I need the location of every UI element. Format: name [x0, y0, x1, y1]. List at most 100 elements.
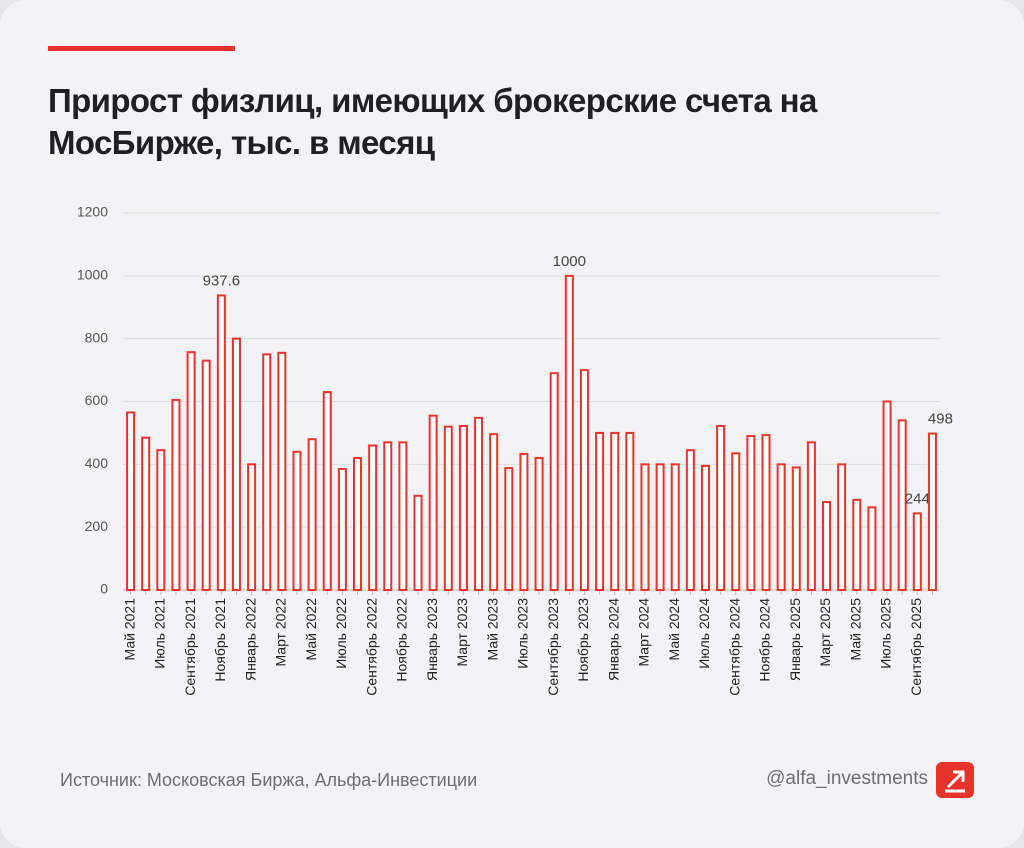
bar — [670, 463, 680, 592]
bar — [141, 436, 151, 592]
chart-title: Прирост физлиц, имеющих брокерские счета… — [48, 82, 817, 161]
bar — [579, 369, 589, 592]
x-tick-label: Январь 2025 — [787, 598, 803, 681]
bar — [458, 425, 468, 591]
bar — [292, 450, 302, 591]
bar — [640, 463, 650, 592]
bar — [247, 463, 257, 592]
x-tick-label: Май 2024 — [666, 598, 682, 661]
source-note: Источник: Московская Биржа, Альфа-Инвест… — [60, 770, 478, 790]
y-tick-label: 200 — [85, 518, 109, 534]
x-tick-label: Сентябрь 2021 — [182, 598, 198, 696]
x-tick-label: Март 2022 — [273, 598, 289, 667]
bar — [685, 449, 695, 591]
bar — [867, 506, 877, 592]
x-tick-label: Сентябрь 2025 — [908, 598, 924, 696]
bar — [413, 494, 423, 591]
x-tick-label: Май 2025 — [847, 598, 863, 661]
y-tick-label: 0 — [100, 581, 108, 597]
bar — [761, 434, 771, 592]
bar — [353, 457, 363, 591]
bar — [443, 425, 453, 591]
x-tick-label: Январь 2023 — [424, 598, 440, 681]
x-tick-label: Май 2021 — [121, 598, 137, 661]
bar — [171, 398, 181, 591]
bar — [231, 337, 241, 591]
bar — [504, 467, 514, 591]
bar — [700, 464, 710, 592]
bar — [655, 463, 665, 592]
bar — [322, 391, 332, 592]
bar — [927, 432, 937, 592]
bar — [489, 433, 499, 591]
accent-line — [48, 46, 235, 51]
bar — [731, 452, 741, 591]
value-label: 1000 — [553, 253, 586, 270]
x-tick-label: Сентябрь 2023 — [545, 598, 561, 696]
logo-icon — [945, 770, 965, 793]
bar — [791, 466, 801, 592]
x-tick-label: Июль 2024 — [696, 598, 712, 669]
x-tick-label: Июль 2025 — [878, 598, 894, 669]
value-label: 244 — [905, 490, 930, 507]
bar — [806, 441, 816, 592]
y-tick-label: 800 — [85, 329, 109, 345]
bar — [337, 468, 347, 592]
value-label: 937.6 — [203, 272, 241, 289]
bar — [549, 372, 559, 591]
bar — [262, 353, 272, 591]
x-tick-label: Ноябрь 2022 — [394, 598, 410, 682]
bar — [519, 452, 529, 591]
x-tick-label: Май 2022 — [303, 598, 319, 661]
chart: 0 200 400 600 800 1000 1200 Май 2021 Июль 2021 Се… — [77, 204, 953, 696]
x-tick-label: Июль 2022 — [333, 598, 349, 669]
y-tick-label: 1200 — [77, 204, 108, 220]
x-tick-label: Март 2025 — [817, 598, 833, 667]
x-tick-label: Ноябрь 2023 — [575, 598, 591, 682]
bar — [383, 441, 393, 592]
bar — [610, 431, 620, 591]
bar — [216, 294, 226, 591]
x-tick-label: Январь 2022 — [242, 598, 258, 681]
x-tick-label: Сентябрь 2024 — [726, 598, 742, 696]
x-tick-label: Июль 2023 — [515, 598, 531, 669]
bar — [595, 431, 605, 591]
bar — [277, 351, 287, 591]
bar — [156, 449, 166, 591]
y-tick-label: 400 — [85, 455, 109, 471]
value-label: 498 — [928, 411, 953, 428]
bar — [201, 359, 211, 591]
bar — [368, 444, 378, 591]
bar — [428, 414, 438, 592]
bar — [852, 498, 862, 591]
bar — [398, 441, 408, 592]
bar — [534, 457, 544, 591]
bar — [776, 463, 786, 592]
bar — [822, 501, 832, 591]
bar — [625, 431, 635, 591]
bar — [882, 400, 892, 591]
bar — [474, 416, 484, 591]
bar — [564, 274, 574, 591]
bar — [307, 438, 317, 592]
logo — [936, 762, 974, 798]
x-tick-label: Ноябрь 2024 — [757, 598, 773, 682]
bar — [126, 411, 136, 591]
bar — [837, 463, 847, 592]
x-tick-label: Сентябрь 2022 — [363, 598, 379, 696]
y-tick-label: 1000 — [77, 267, 108, 283]
x-tick-label: Ноябрь 2021 — [212, 598, 228, 682]
bar — [716, 425, 726, 591]
bar — [746, 435, 756, 591]
x-tick-label: Март 2024 — [636, 598, 652, 667]
x-tick-label: Июль 2021 — [152, 598, 168, 669]
x-tick-label: Март 2023 — [454, 598, 470, 667]
bar — [912, 512, 922, 591]
x-tick-label: Май 2023 — [484, 598, 500, 661]
handle: @alfa_investments — [766, 768, 928, 789]
bar — [897, 419, 907, 591]
bar — [186, 351, 196, 592]
